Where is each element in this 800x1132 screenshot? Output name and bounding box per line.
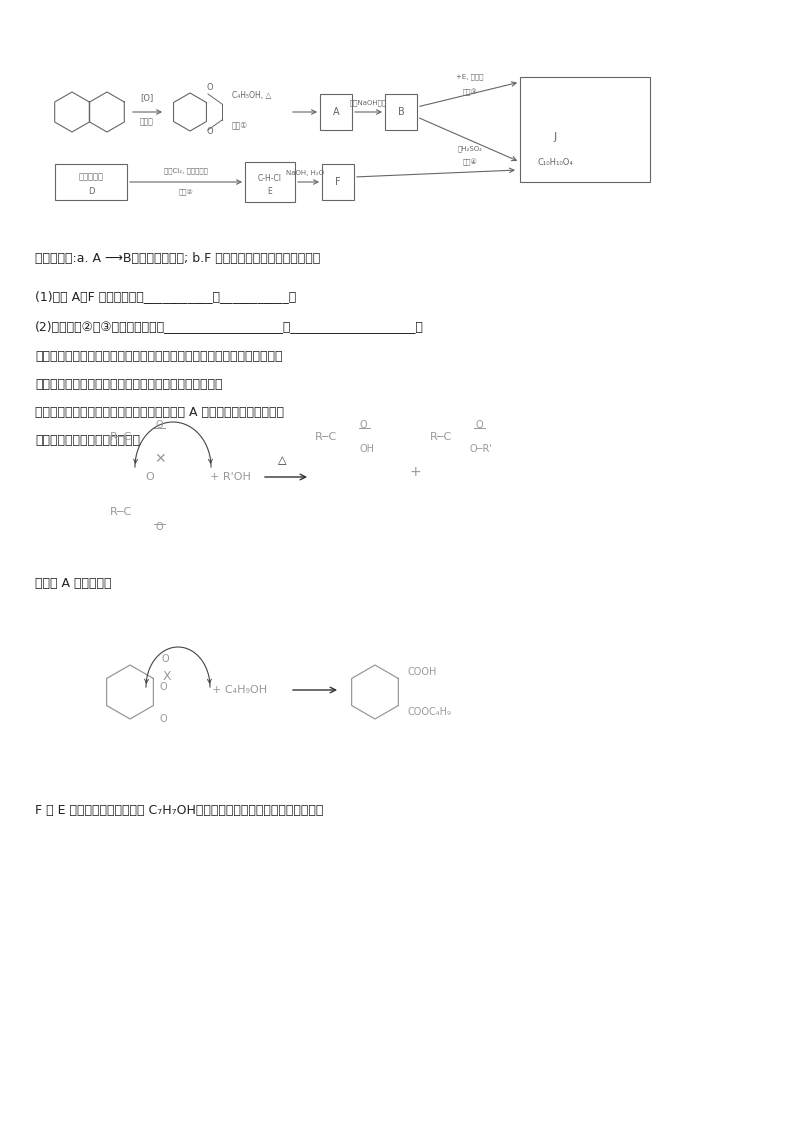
Text: X: X [162, 670, 171, 684]
Text: NaOH, H₂O: NaOH, H₂O [286, 170, 324, 175]
Text: + C₄H₉OH: + C₄H₉OH [212, 685, 267, 695]
Text: (2)写出反应②和③的化学方程式：___________________，____________________。: (2)写出反应②和③的化学方程式：___________________，___… [35, 320, 424, 333]
Text: O: O [155, 522, 162, 532]
Text: J: J [554, 132, 557, 142]
Text: 知识依托：题给信息、酸的性质、酯化反应、卤代反应。: 知识依托：题给信息、酸的性质、酯化反应、卤代反应。 [35, 378, 222, 391]
Text: R─C: R─C [430, 432, 452, 441]
Text: R─C: R─C [110, 432, 132, 441]
Text: B: B [398, 108, 404, 117]
Text: F 是 E 水解的产物，化学式为 C₇H₇OH，它与浓溴水混合不产生白色沉淀，则: F 是 E 水解的产物，化学式为 C₇H₇OH，它与浓溴水混合不产生白色沉淀，则 [35, 804, 323, 817]
Text: D: D [88, 188, 94, 197]
Text: OH: OH [360, 444, 375, 454]
Text: 则生成 A 的反应为：: 则生成 A 的反应为： [35, 577, 111, 590]
Text: 上述流程中:a. A ⟶B仅发生中和反应; b.F 与浓溴水混合不产生白色沉淀。: 上述流程中:a. A ⟶B仅发生中和反应; b.F 与浓溴水混合不产生白色沉淀。 [35, 252, 320, 265]
Text: [O]: [O] [140, 93, 154, 102]
Text: COOH: COOH [407, 667, 436, 677]
Text: 浓H₂SO₄: 浓H₂SO₄ [458, 145, 482, 152]
Text: (1)写出 A、F 的结构简式：___________、___________。: (1)写出 A、F 的结构简式：___________、___________。 [35, 290, 296, 303]
Text: F: F [335, 177, 341, 187]
Text: 错解分析：不能准确理解解题给信息，得不出 A 的准确结构，造成错解。: 错解分析：不能准确理解解题给信息，得不出 A 的准确结构，造成错解。 [35, 406, 284, 419]
Text: 苯的同系物: 苯的同系物 [78, 172, 103, 181]
Text: O: O [160, 714, 168, 724]
Text: A: A [333, 108, 339, 117]
Text: 适量NaOH溶液: 适量NaOH溶液 [350, 100, 386, 106]
Text: O: O [155, 420, 162, 430]
Text: 命题意图：考查学生根据题给信息完成化学方程式或判定反应产物的能力。: 命题意图：考查学生根据题给信息完成化学方程式或判定反应产物的能力。 [35, 350, 282, 363]
Text: E: E [268, 188, 272, 197]
Text: C₁₀H₁₀O₄: C₁₀H₁₀O₄ [537, 157, 573, 166]
Text: 反应④: 反应④ [462, 158, 478, 166]
Text: O: O [360, 420, 368, 430]
Text: 反应①: 反应① [232, 120, 248, 129]
Text: +: + [409, 465, 421, 479]
Text: COOC₄H₉: COOC₄H₉ [407, 708, 451, 717]
Text: O: O [145, 472, 154, 482]
Text: R─C: R─C [110, 507, 132, 517]
Text: 反应③: 反应③ [462, 88, 478, 96]
Text: O: O [475, 420, 482, 430]
Text: R─C: R─C [315, 432, 338, 441]
Text: C-H-Cl: C-H-Cl [258, 173, 282, 182]
Text: 解题思路：先理解解题给信息：: 解题思路：先理解解题给信息： [35, 434, 140, 447]
Text: O─R': O─R' [470, 444, 493, 454]
Text: O: O [206, 83, 214, 92]
Text: △: △ [278, 455, 286, 465]
Text: O: O [206, 127, 214, 136]
Text: ✕: ✕ [154, 452, 166, 466]
Text: C₄H₅OH, △: C₄H₅OH, △ [232, 91, 271, 100]
Text: 反应②: 反应② [178, 188, 194, 195]
Text: + R'OH: + R'OH [210, 472, 251, 482]
Text: O: O [162, 654, 170, 664]
Text: 通入Cl₂, 加热至沸腾: 通入Cl₂, 加热至沸腾 [164, 168, 208, 174]
Text: 催化剂: 催化剂 [140, 117, 154, 126]
Text: +E, 催化剂: +E, 催化剂 [456, 74, 484, 80]
Text: O: O [160, 681, 168, 692]
